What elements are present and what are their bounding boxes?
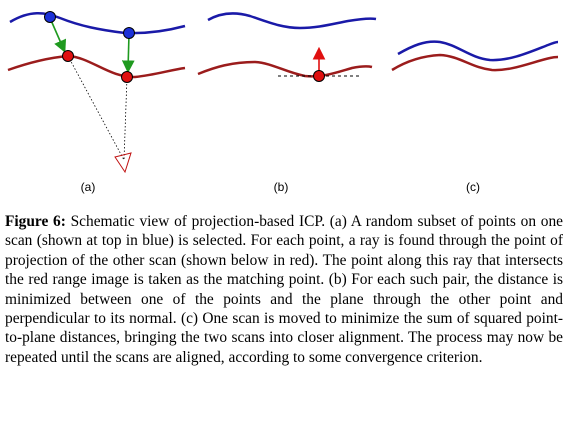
camera-icon <box>114 152 132 174</box>
blue-scan-curve <box>207 12 377 30</box>
red-point <box>313 70 325 82</box>
panel-c-label: (c) <box>466 180 480 194</box>
panel-c <box>391 40 559 72</box>
red-scan-curve <box>7 54 186 79</box>
projection-ray <box>123 76 128 161</box>
projection-icp-diagram <box>7 11 559 174</box>
panel-b-label: (b) <box>273 180 289 194</box>
blue-scan-curve <box>9 12 186 35</box>
red-scan-curve <box>391 53 559 72</box>
red-point <box>62 50 74 62</box>
panel-a-label: (a) <box>80 180 96 194</box>
matching-arrow <box>121 33 135 74</box>
figure-caption: Figure 6: Schematic view of projection-b… <box>5 212 563 367</box>
blue-point <box>44 11 56 23</box>
figure-label: Figure 6: <box>5 213 66 230</box>
red-scan-curve <box>197 60 373 78</box>
projection-ray <box>67 55 125 161</box>
matching-arrow <box>49 17 67 53</box>
blue-scan-curve <box>397 40 559 62</box>
caption-text: Schematic view of projection-based ICP. … <box>5 213 563 366</box>
blue-point <box>123 27 135 39</box>
panel-b <box>197 12 377 82</box>
red-point <box>121 71 133 83</box>
panel-a <box>7 11 186 174</box>
